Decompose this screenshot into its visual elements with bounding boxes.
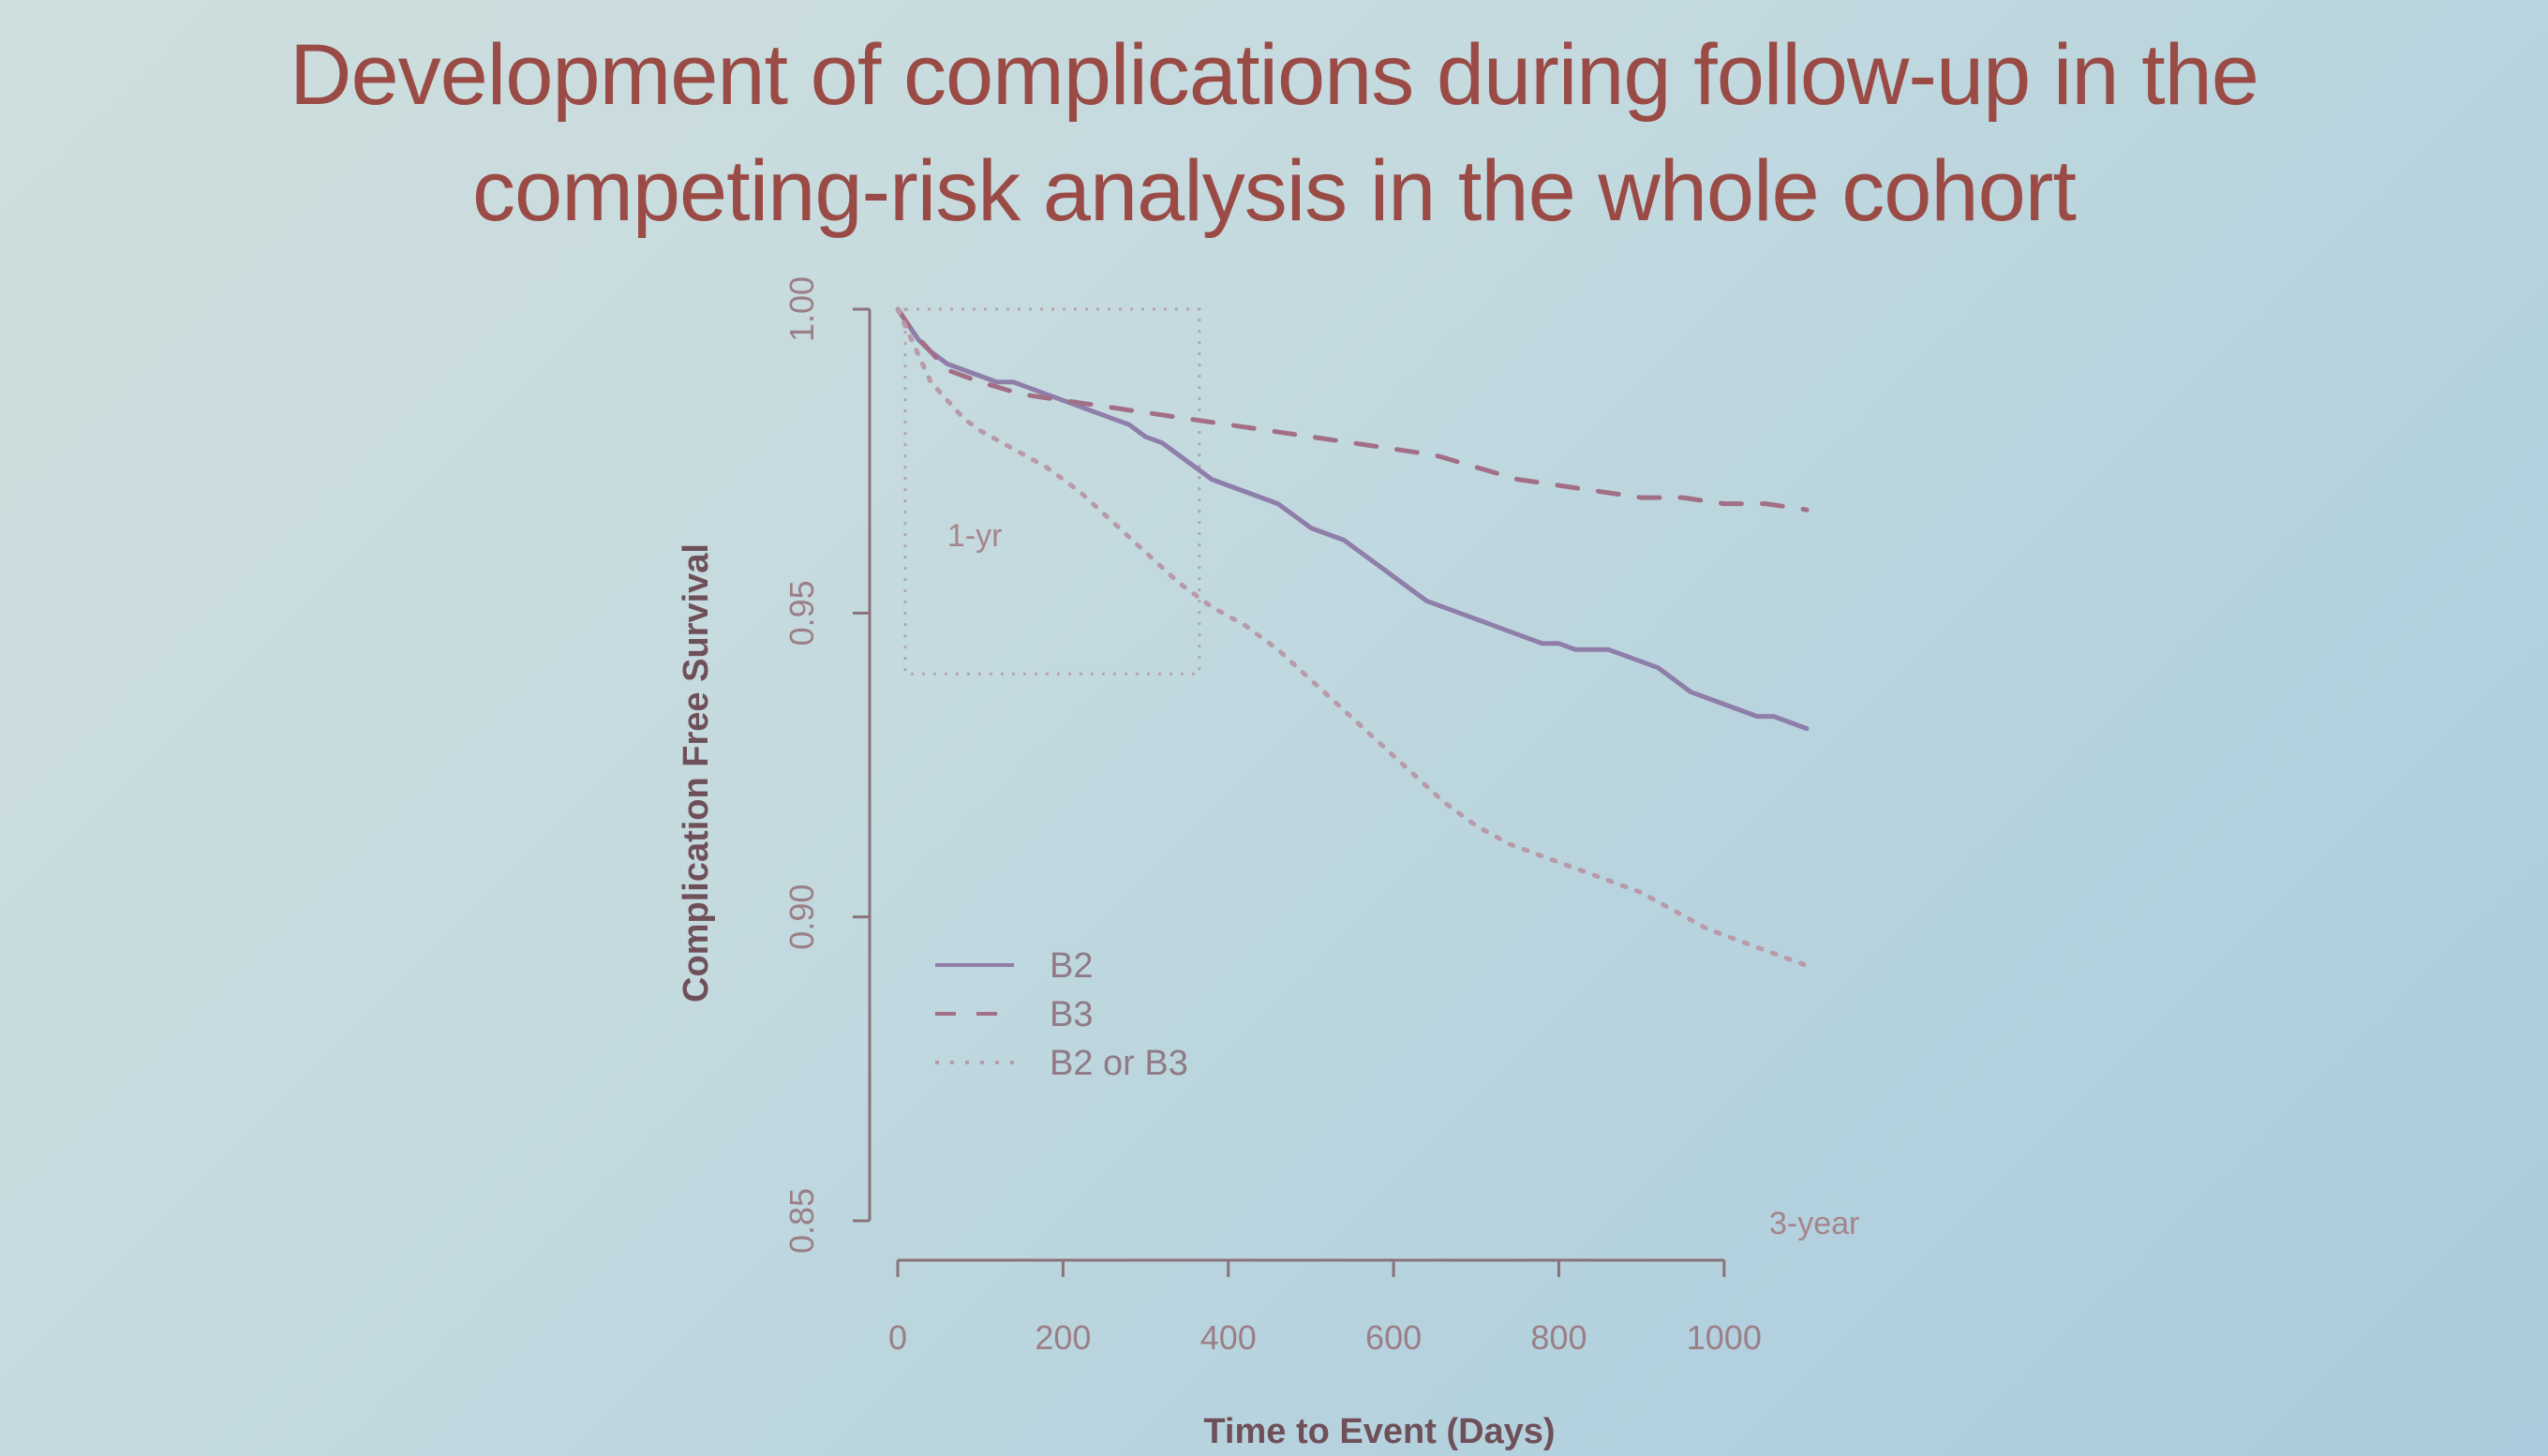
x-tick-label: 1000	[1687, 1318, 1762, 1357]
x-tick-label: 200	[1035, 1318, 1091, 1357]
x-tick-label: 600	[1365, 1318, 1422, 1357]
one-year-box	[903, 307, 1201, 676]
one-year-box-rect	[903, 307, 1201, 676]
legend: B2 B3 B2 or B3	[935, 946, 1188, 1083]
series-line-b2-or-b3	[895, 306, 1810, 969]
y-tick-label: 0.90	[782, 884, 821, 950]
legend-label: B3	[1050, 995, 1093, 1034]
x-axis: 0 200 400 600 800 1000	[888, 1258, 1762, 1357]
x-tick-label: 800	[1530, 1318, 1587, 1357]
y-tick-label: 0.85	[782, 1188, 821, 1254]
y-tick-label: 1.00	[782, 276, 821, 342]
x-tick-label: 0	[888, 1318, 907, 1357]
series-line-b3	[895, 306, 1810, 513]
series-line-b2	[895, 306, 1810, 732]
series-layer	[895, 306, 1810, 969]
y-axis-title: Complication Free Survival	[677, 543, 716, 1003]
legend-label: B2 or B3	[1050, 1044, 1188, 1083]
slide-title: Development of complications during foll…	[0, 17, 2548, 249]
slide-title-line-2: competing-risk analysis in the whole coh…	[472, 143, 2077, 239]
y-axis: 0.85 0.90 0.95 1.00	[782, 276, 872, 1254]
annotation-3year: 3-year	[1769, 1206, 1859, 1241]
slide-title-line-1: Development of complications during foll…	[290, 27, 2259, 123]
x-axis-title: Time to Event (Days)	[1203, 1412, 1555, 1451]
x-tick-label: 400	[1200, 1318, 1257, 1357]
y-tick-label: 0.95	[782, 580, 821, 646]
annotation-1yr: 1-yr	[947, 518, 1003, 554]
legend-label: B2	[1050, 946, 1093, 986]
